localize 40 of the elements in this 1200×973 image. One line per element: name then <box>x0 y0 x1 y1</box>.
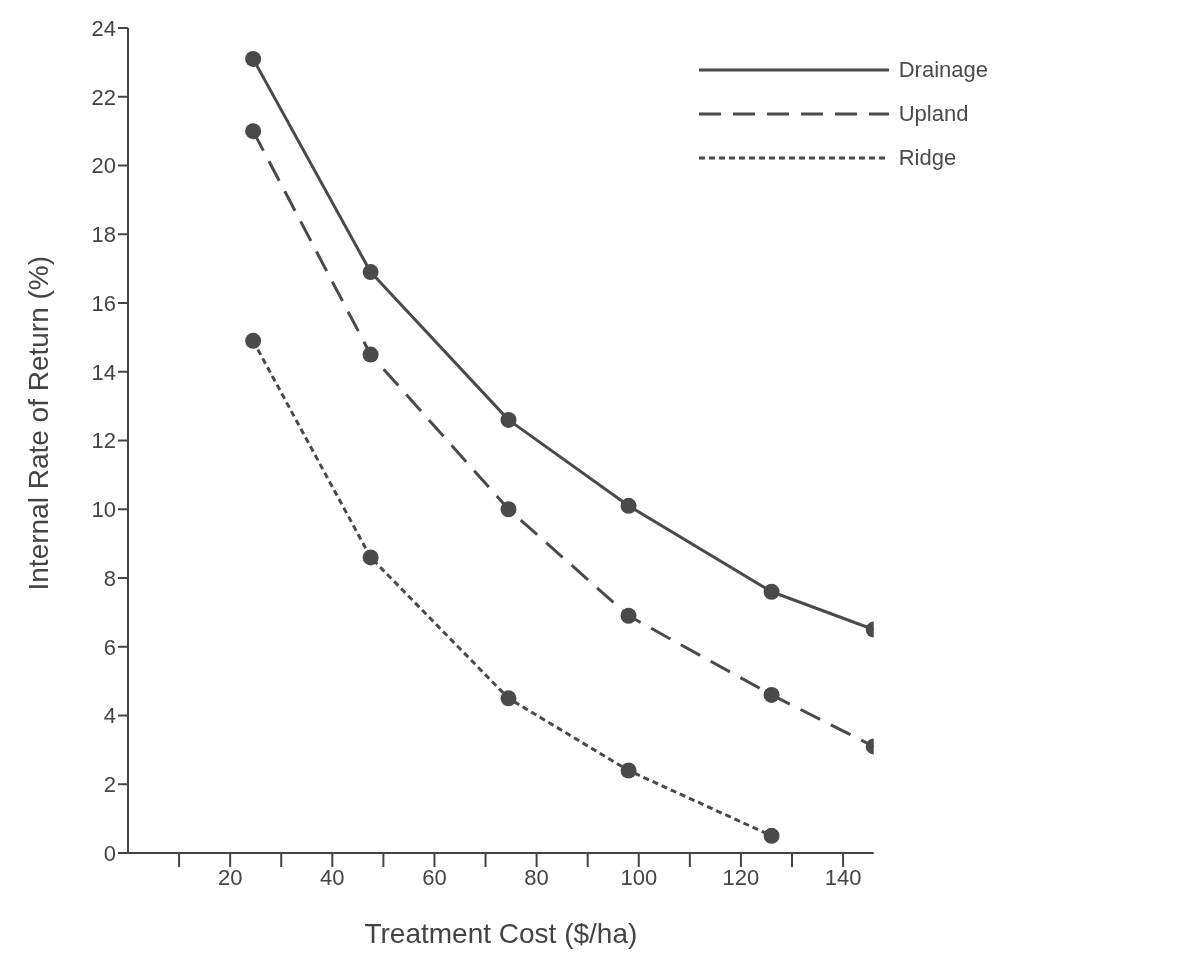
point <box>500 411 517 428</box>
y-tick-label: 2 <box>103 772 116 798</box>
y-tick-label: 6 <box>103 634 116 660</box>
y-tick-label: 24 <box>91 15 116 41</box>
text: Ridge <box>898 145 957 171</box>
point <box>763 583 780 600</box>
x-tick-label: 40 <box>320 864 345 890</box>
point <box>620 497 637 514</box>
x-tick-label: 140 <box>824 864 862 890</box>
y-tick-label: 16 <box>91 290 116 316</box>
point <box>500 690 517 707</box>
text: Drainage <box>898 57 988 83</box>
point <box>763 686 780 703</box>
point <box>362 549 379 566</box>
point <box>245 123 262 140</box>
y-tick-label: 14 <box>91 359 116 385</box>
y-tick-label: 20 <box>91 153 116 179</box>
y-tick-label: 22 <box>91 84 116 110</box>
x-tick-label: 60 <box>422 864 447 890</box>
point <box>620 607 637 624</box>
x-tick-label: 120 <box>722 864 760 890</box>
y-tick-label: 10 <box>91 497 116 523</box>
y-tick-label: 4 <box>103 703 116 729</box>
x-tick-label: 20 <box>217 864 243 890</box>
point <box>245 332 262 349</box>
point <box>500 501 517 518</box>
point <box>620 762 637 779</box>
y-tick-label: 0 <box>103 840 116 866</box>
x-tick-label: 100 <box>620 864 658 890</box>
point <box>362 264 379 281</box>
text: Upland <box>898 101 969 127</box>
point <box>362 346 379 363</box>
y-tick-label: 8 <box>103 565 116 591</box>
y-axis-title: Internal Rate of Return (%) <box>22 255 54 591</box>
y-tick-label: 12 <box>91 428 116 454</box>
point <box>763 827 780 844</box>
x-tick-label: 80 <box>524 864 549 890</box>
x-axis-title: Treatment Cost ($/ha) <box>364 918 638 949</box>
point <box>245 50 262 67</box>
y-tick-label: 18 <box>91 222 116 248</box>
